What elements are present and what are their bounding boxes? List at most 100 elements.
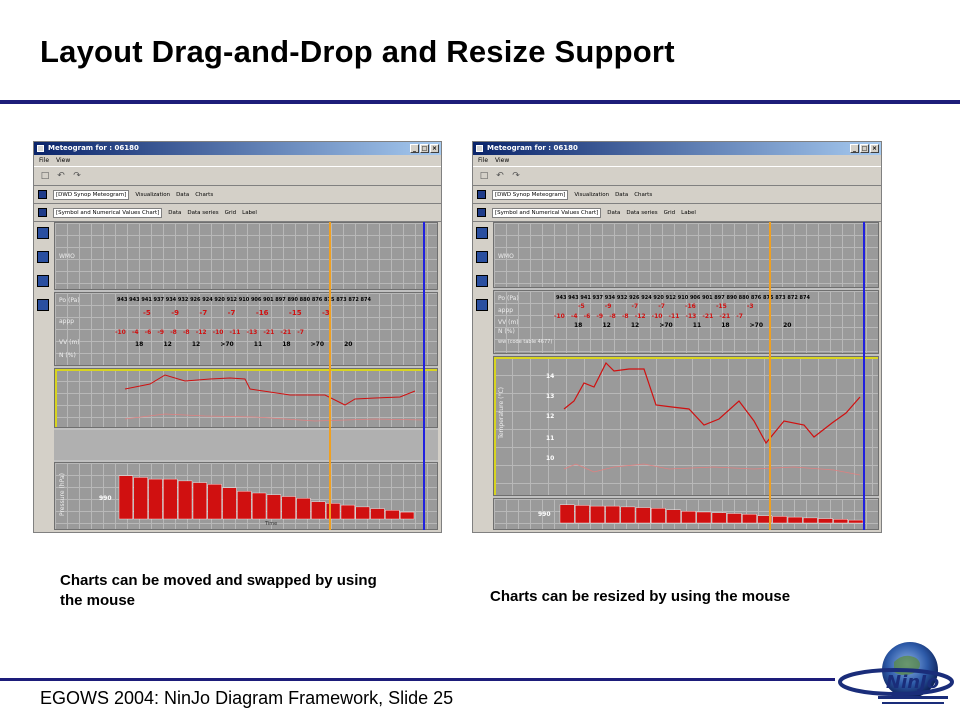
redo-icon[interactable]: ↷: [512, 171, 520, 181]
wmo-label: WMO: [59, 253, 75, 260]
menu-charts[interactable]: Charts: [634, 191, 653, 198]
menu-label[interactable]: Label: [681, 209, 696, 216]
window-titlebar[interactable]: Meteogram for : 06180 _ □ ×: [34, 142, 441, 155]
pressure-bar: [726, 513, 742, 524]
menu-view[interactable]: View: [56, 157, 71, 164]
meteogram-icon[interactable]: [477, 190, 486, 199]
window-title: Meteogram for : 06180: [487, 144, 578, 152]
side-chart-icon[interactable]: [476, 227, 488, 239]
pressure-bar: [757, 515, 773, 524]
pressure-bar: [787, 516, 803, 524]
pressure-bar: [590, 505, 605, 524]
menu-charts[interactable]: Charts: [195, 191, 214, 198]
side-chart-icon[interactable]: [37, 251, 49, 263]
side-chart-icon[interactable]: [476, 251, 488, 263]
chart-label[interactable]: [Symbol and Numerical Values Chart]: [492, 207, 602, 218]
pressure-bar: [296, 498, 311, 520]
time-cursor-blue[interactable]: [423, 222, 425, 530]
chart-bar: [Symbol and Numerical Values Chart] Data…: [473, 204, 881, 222]
row-label-vv: VV (m): [59, 339, 80, 346]
time-cursor-blue[interactable]: [863, 222, 865, 530]
close-button[interactable]: ×: [430, 144, 439, 153]
bar-axis-value: 990: [538, 511, 551, 518]
empty-area: [54, 430, 438, 460]
meteogram-label[interactable]: [DWD Synop Meteogram]: [492, 189, 569, 200]
side-chart-icon[interactable]: [476, 299, 488, 311]
window-titlebar[interactable]: Meteogram for : 06180 _ □ ×: [473, 142, 881, 155]
pressure-bar: [666, 509, 681, 524]
pressure-values: 943 943 941 937 934 932 926 924 920 912 …: [117, 297, 371, 303]
undo-icon[interactable]: ↶: [496, 171, 504, 181]
menu-label[interactable]: Label: [242, 209, 257, 216]
chart-icon[interactable]: [477, 208, 486, 217]
menu-view[interactable]: View: [495, 157, 510, 164]
pressure-bar: [559, 504, 575, 524]
side-chart-icon[interactable]: [476, 275, 488, 287]
temperature-panel[interactable]: [54, 368, 438, 428]
side-chart-icon[interactable]: [37, 227, 49, 239]
wmo-panel[interactable]: WMO: [54, 222, 438, 290]
chart-icon[interactable]: [38, 208, 47, 217]
meteogram-window-right[interactable]: Meteogram for : 06180 _ □ × File View □ …: [472, 141, 882, 533]
pressure-bar: [281, 496, 296, 520]
footer-rule: [0, 678, 835, 681]
meteogram-bar: [DWD Synop Meteogram] Visualization Data…: [473, 186, 881, 204]
pressure-bar: [163, 478, 178, 520]
temperature-panel[interactable]: Temperature (°C) 14 13 12 11 10: [493, 356, 879, 496]
pressure-bar: [118, 475, 134, 520]
pressure-bar: [620, 506, 636, 524]
menu-data-series[interactable]: Data series: [626, 209, 658, 216]
time-cursor-orange[interactable]: [329, 222, 331, 530]
pressure-panel[interactable]: 990: [493, 498, 879, 530]
ninjo-logo: NinJo: [838, 642, 954, 704]
chart-canvas[interactable]: WMO Po (Pa) appp VV (m) N (%) 943 943 94…: [54, 222, 438, 530]
meteogram-label[interactable]: [DWD Synop Meteogram]: [53, 189, 130, 200]
app-icon: [476, 145, 483, 152]
menu-data-series[interactable]: Data series: [187, 209, 219, 216]
menu-chart-data[interactable]: Data: [168, 209, 182, 216]
chart-canvas[interactable]: WMO Po (Pa) appp VV (m) N (%) ww (code t…: [493, 222, 879, 530]
redo-icon[interactable]: ↷: [73, 171, 81, 181]
menu-file[interactable]: File: [478, 157, 489, 164]
print-icon[interactable]: □: [479, 171, 489, 181]
temp-tick: 12: [546, 413, 555, 420]
values-panel[interactable]: Po (Pa) appp VV (m) N (%) ww (code table…: [493, 290, 879, 354]
meteogram-icon[interactable]: [38, 190, 47, 199]
menu-chart-data[interactable]: Data: [607, 209, 621, 216]
side-chart-icon[interactable]: [37, 275, 49, 287]
slide-title: Layout Drag-and-Drop and Resize Support: [40, 34, 675, 69]
undo-icon[interactable]: ↶: [57, 171, 65, 181]
close-button[interactable]: ×: [870, 144, 879, 153]
pressure-bar: [833, 519, 849, 524]
menu-grid[interactable]: Grid: [663, 209, 676, 216]
menu-visualization[interactable]: Visualization: [135, 191, 171, 198]
menu-data[interactable]: Data: [176, 191, 190, 198]
wmo-label: WMO: [498, 253, 514, 260]
pressure-panel[interactable]: Pressure (hPa) 990 Time: [54, 462, 438, 530]
chart-label[interactable]: [Symbol and Numerical Values Chart]: [53, 207, 163, 218]
pressure-bar: [635, 507, 651, 524]
minimize-button[interactable]: _: [410, 144, 419, 153]
values-panel[interactable]: Po (Pa) appp VV (m) N (%) 943 943 941 93…: [54, 292, 438, 366]
pressure-bar: [355, 506, 370, 520]
print-icon[interactable]: □: [40, 171, 50, 181]
side-chart-icon[interactable]: [37, 299, 49, 311]
wind-label: ww (code table 4677): [498, 339, 553, 345]
row-label-vv: VV (m): [498, 319, 519, 326]
wmo-panel[interactable]: WMO: [493, 222, 879, 288]
maximize-button[interactable]: □: [420, 144, 429, 153]
menu-data[interactable]: Data: [615, 191, 629, 198]
pressure-bar: [207, 484, 222, 520]
menu-visualization[interactable]: Visualization: [574, 191, 610, 198]
menu-file[interactable]: File: [39, 157, 50, 164]
caption-move: Charts can be moved and swapped by using…: [60, 572, 377, 609]
time-cursor-orange[interactable]: [769, 222, 771, 530]
row-label-appp: appp: [498, 307, 514, 314]
menu-grid[interactable]: Grid: [224, 209, 237, 216]
maximize-button[interactable]: □: [860, 144, 869, 153]
meteogram-window-left[interactable]: Meteogram for : 06180 _ □ × File View □ …: [33, 141, 442, 533]
meteogram-bar: [DWD Synop Meteogram] Visualization Data…: [34, 186, 441, 204]
pressure-bar: [385, 510, 400, 520]
minimize-button[interactable]: _: [850, 144, 859, 153]
caption-resize: Charts can be resized by using the mouse: [490, 588, 791, 605]
